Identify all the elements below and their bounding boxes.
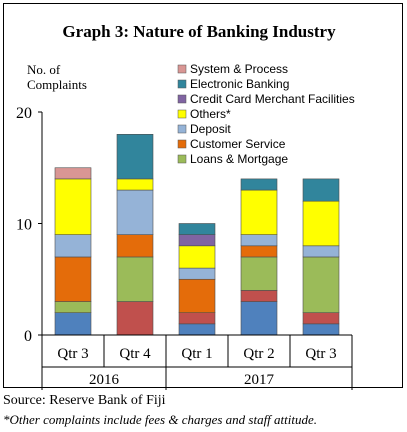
legend-swatch: [177, 94, 187, 104]
legend-label: Others*: [190, 107, 231, 121]
bars: [54, 134, 340, 336]
bar-segment: [240, 301, 278, 336]
legend-swatch: [177, 124, 187, 134]
legend-label: Loans & Mortgage: [190, 152, 288, 166]
y-tick-label: 20: [16, 105, 32, 122]
chart-frame: [3, 3, 403, 388]
y-tick-label: 10: [16, 217, 32, 234]
bar-segment: [116, 234, 154, 258]
bar-segment: [116, 189, 154, 235]
bar-segment: [178, 223, 216, 235]
bar-segment: [178, 267, 216, 280]
bar-segment: [302, 323, 340, 336]
x-tick-label: Qtr 1: [181, 346, 212, 362]
legend-label: Credit Card Merchant Facilities: [190, 92, 355, 106]
legend-label: Customer Service: [190, 137, 286, 151]
bar-segment: [178, 312, 216, 325]
footnote: *Other complaints include fees & charges…: [3, 412, 318, 427]
bar-segment: [302, 245, 340, 258]
bar-segment: [54, 167, 92, 180]
source-note: Source: Reserve Bank of Fiji: [3, 393, 166, 408]
legend-label: Deposit: [190, 122, 231, 136]
bar-segment: [54, 178, 92, 235]
bar-segment: [178, 245, 216, 269]
x-group-label: 2017: [244, 372, 275, 388]
bar-segment: [54, 301, 92, 313]
y-tick-label: 0: [24, 328, 32, 345]
bar-segment: [116, 134, 154, 180]
bar-segment: [240, 245, 278, 258]
bar-segment: [302, 312, 340, 325]
legend-swatch: [177, 109, 187, 119]
y-axis-label-line1: No. of: [27, 62, 61, 77]
legend-swatch: [177, 139, 187, 149]
bar-segment: [178, 234, 216, 247]
legend-swatch: [177, 79, 187, 89]
bar-segment: [240, 178, 278, 191]
bar-segment: [178, 323, 216, 336]
x-tick-label: Qtr 3: [57, 346, 88, 362]
legend-label: Electronic Banking: [190, 77, 289, 91]
x-tick-label: Qtr 2: [243, 346, 274, 362]
bar-segment: [302, 178, 340, 202]
bar-segment: [54, 256, 92, 302]
bar-segment: [302, 256, 340, 314]
bar-segment: [302, 200, 340, 247]
bar-segment: [240, 189, 278, 235]
bar-segment: [116, 256, 154, 302]
legend-swatch: [177, 64, 187, 74]
bar-segment: [178, 278, 216, 314]
x-tick-label: Qtr 4: [119, 346, 151, 362]
bar-segment: [116, 178, 154, 191]
bar-segment: [54, 234, 92, 258]
bar-segment: [240, 234, 278, 247]
bar-segment: [240, 256, 278, 291]
y-axis-label-line2: Complaints: [27, 77, 87, 92]
bar-segment: [116, 301, 154, 336]
legend-swatch: [177, 154, 187, 164]
chart-title: Graph 3: Nature of Banking Industry: [62, 22, 336, 41]
bar-segment: [54, 312, 92, 336]
x-tick-label: Qtr 3: [305, 346, 336, 362]
legend-label: System & Process: [190, 62, 288, 76]
x-group-label: 2016: [89, 372, 120, 388]
bar-segment: [240, 290, 278, 302]
